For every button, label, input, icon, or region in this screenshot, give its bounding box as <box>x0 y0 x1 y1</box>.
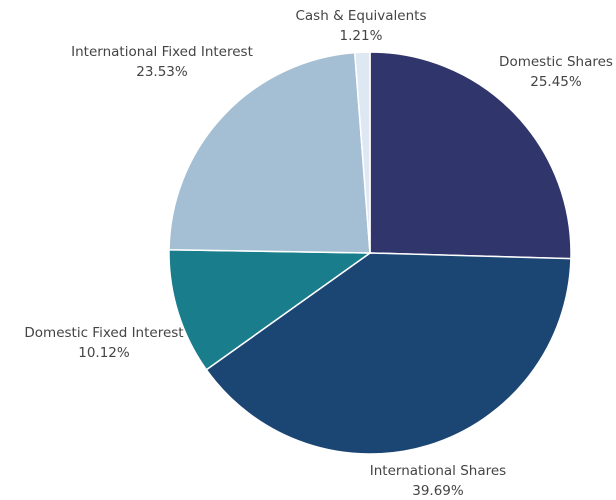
slice-label: Cash & Equivalents <box>295 8 426 24</box>
slice-value-label: 10.12% <box>78 345 130 361</box>
slice-label: Domestic Fixed Interest <box>24 325 183 341</box>
pie-slice <box>168 248 373 371</box>
slice-value-label: 1.21% <box>340 28 383 44</box>
slice-value-label: 25.45% <box>530 74 582 90</box>
pie-slice <box>369 51 572 260</box>
slice-label: International Shares <box>370 463 506 479</box>
pie-slice <box>353 51 371 254</box>
slice-label: Domestic Shares <box>499 54 613 70</box>
pie-slice <box>205 252 572 455</box>
slice-label: International Fixed Interest <box>71 44 253 60</box>
pie-slice <box>168 51 371 254</box>
slice-value-label: 39.69% <box>412 483 464 499</box>
slice-value-label: 23.53% <box>136 64 188 80</box>
